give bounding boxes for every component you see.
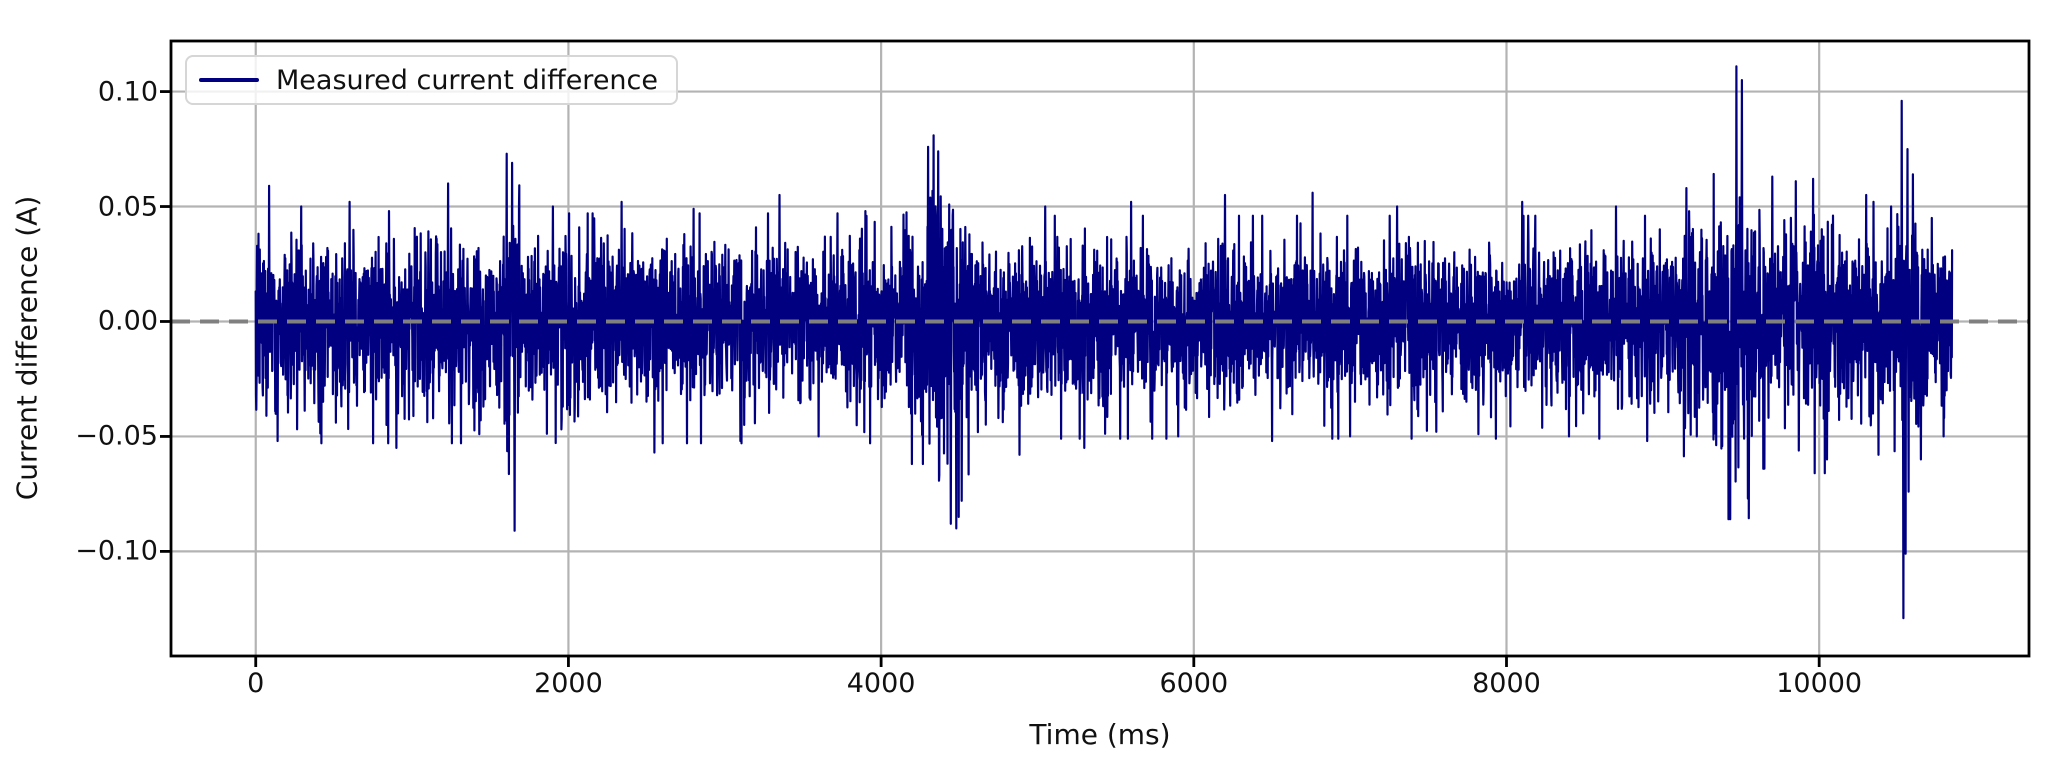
legend-line-sample xyxy=(199,77,259,83)
x-axis-label: Time (ms) xyxy=(1029,718,1171,751)
x-tick-label: 0 xyxy=(247,668,265,699)
legend: Measured current difference xyxy=(185,55,678,105)
x-tick-label: 10000 xyxy=(1776,668,1863,699)
y-tick-label: 0.10 xyxy=(97,76,158,108)
x-tick-label: 8000 xyxy=(1472,668,1541,699)
x-tick-label: 2000 xyxy=(534,668,603,699)
axes-spines xyxy=(169,39,2031,658)
x-tick-label: 4000 xyxy=(846,668,916,699)
measured-current-difference-line xyxy=(254,65,1954,620)
y-tick-label: −0.05 xyxy=(75,420,158,452)
y-tick-label: 0.05 xyxy=(97,191,158,223)
y-axis-label: Current difference (A) xyxy=(10,195,44,501)
y-tick-label: −0.10 xyxy=(75,535,158,567)
x-tick-label: 6000 xyxy=(1159,668,1229,699)
legend-label: Measured current difference xyxy=(276,64,658,96)
y-tick-label: 0.00 xyxy=(97,305,158,337)
